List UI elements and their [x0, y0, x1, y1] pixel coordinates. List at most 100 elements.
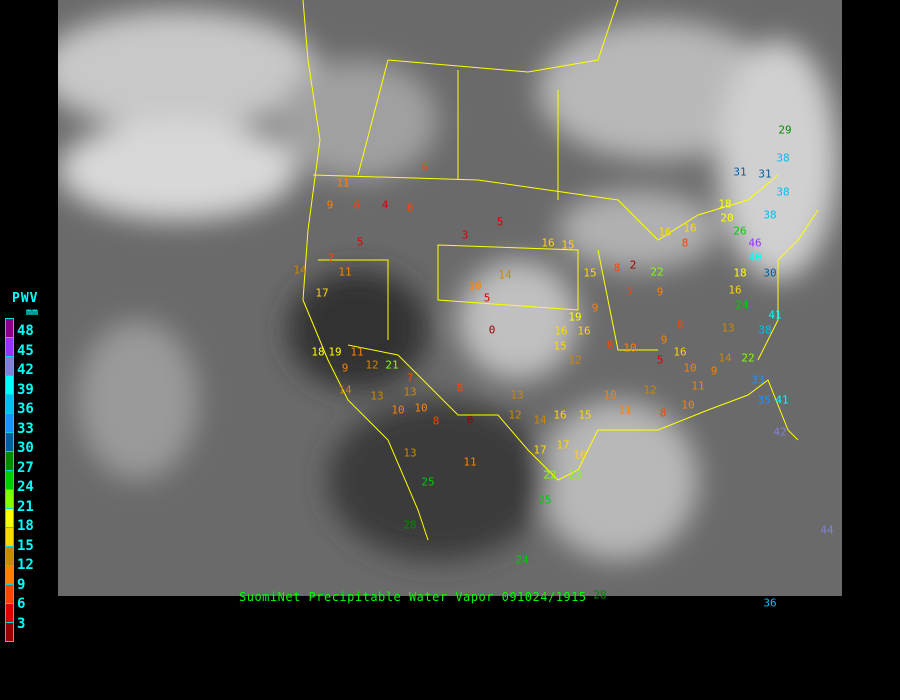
pwv-station-value: 26	[733, 224, 747, 238]
pwv-station-value: 46	[748, 236, 762, 250]
pwv-station-value: 38	[776, 185, 790, 199]
pwv-station-value: 31	[758, 167, 772, 181]
pwv-station-value: 8	[606, 338, 614, 352]
pwv-station-value: 30	[763, 266, 777, 280]
legend-unit: mm	[26, 307, 39, 318]
legend-swatch	[5, 394, 14, 414]
pwv-station-value: 0	[488, 323, 496, 337]
pwv-station-value: 17	[556, 438, 570, 452]
legend-swatch	[5, 584, 14, 604]
pwv-station-value: 9	[591, 301, 599, 315]
legend-swatch	[5, 622, 14, 642]
legend-label: 15	[17, 537, 34, 554]
pwv-station-value: 14	[293, 263, 307, 277]
pwv-station-value: 9	[341, 361, 349, 375]
pwv-station-value: 12	[508, 408, 522, 422]
pwv-station-value: 13	[370, 389, 384, 403]
pwv-station-value: 5	[656, 353, 664, 367]
pwv-station-value: 7	[327, 251, 335, 265]
pwv-station-value: 13	[403, 385, 417, 399]
pwv-station-value: 9	[656, 285, 664, 299]
pwv-station-value: 10	[468, 279, 482, 293]
legend-swatch	[5, 565, 14, 585]
legend-color-bar	[5, 318, 14, 642]
pwv-station-value: 5	[356, 235, 364, 249]
pwv-station-value: 38	[758, 323, 772, 337]
legend-label: 45	[17, 342, 34, 359]
pwv-station-value: 18	[733, 266, 747, 280]
pwv-station-value: 10	[683, 361, 697, 375]
pwv-station-value: 15	[583, 266, 597, 280]
pwv-station-value: 19	[568, 310, 582, 324]
pwv-station-value: 11	[338, 265, 352, 279]
pwv-station-value: 16	[728, 283, 742, 297]
legend-swatch	[5, 356, 14, 376]
pwv-station-value: 8	[456, 381, 464, 395]
pwv-station-value: 3	[461, 228, 469, 242]
legend-label: 39	[17, 381, 34, 398]
legend-swatch	[5, 489, 14, 509]
pwv-station-value: 11	[618, 403, 632, 417]
pwv-station-value: 16	[573, 448, 587, 462]
pwv-station-value: 22	[650, 265, 664, 279]
pwv-station-value: 9	[710, 364, 718, 378]
pwv-station-value: 5	[496, 215, 504, 229]
pwv-station-value: 25	[538, 493, 552, 507]
boundaries	[302, 0, 819, 541]
pwv-station-value: 4	[381, 198, 389, 212]
pwv-station-value: 10	[623, 341, 637, 355]
pwv-station-value: 11	[463, 455, 477, 469]
legend-label: 3	[17, 615, 26, 632]
pwv-station-value: 21	[385, 358, 399, 372]
pwv-station-value: 11	[691, 379, 705, 393]
pwv-station-value: 16	[554, 324, 568, 338]
legend-swatch	[5, 337, 14, 357]
pwv-station-value: 36	[763, 596, 777, 610]
pwv-station-value: 24	[515, 553, 529, 567]
pwv-station-value: 17	[315, 286, 329, 300]
pwv-station-value: 12	[643, 383, 657, 397]
legend-swatch	[5, 318, 14, 338]
map-caption: SuomiNet Precipitable Water Vapor 091024…	[239, 590, 587, 604]
legend-swatch	[5, 603, 14, 623]
pwv-station-value: 23	[568, 468, 582, 482]
pwv-station-value: 13	[403, 446, 417, 460]
pwv-station-value: 13	[510, 388, 524, 402]
pwv-station-value: 14	[718, 351, 732, 365]
pwv-station-value: 10	[681, 398, 695, 412]
pwv-station-value: 16	[683, 221, 697, 235]
pwv-station-value: 6	[353, 198, 361, 212]
legend-swatch	[5, 508, 14, 528]
pwv-station-value: 8	[681, 236, 689, 250]
pwv-station-value: 8	[406, 201, 414, 215]
legend-label: 30	[17, 440, 34, 456]
legend-swatch	[5, 375, 14, 395]
pwv-station-value: 6	[421, 160, 429, 174]
satellite-map[interactable]	[58, 0, 842, 596]
pwv-station-value: 38	[776, 151, 790, 165]
legend-title: PWV	[12, 291, 39, 306]
legend-swatch	[5, 546, 14, 566]
pwv-station-value: 11	[336, 176, 350, 190]
pwv-station-value: 9	[660, 333, 668, 347]
legend-label: 33	[17, 420, 34, 437]
pwv-station-value: 16	[541, 236, 555, 250]
legend-label: 36	[17, 401, 34, 417]
legend-swatch	[5, 413, 14, 433]
pwv-station-value: 15	[561, 238, 575, 252]
pwv-station-value: 10	[603, 388, 617, 402]
legend-label: 48	[17, 323, 34, 339]
pwv-station-value: 35	[757, 393, 771, 407]
pwv-station-value: 10	[391, 403, 405, 417]
pwv-station-value: 14	[498, 268, 512, 282]
pwv-station-value: 28	[403, 518, 417, 532]
pwv-station-value: 22	[543, 468, 557, 482]
legend-swatch	[5, 527, 14, 547]
pwv-station-value: 5	[483, 291, 491, 305]
legend-label: 12	[17, 557, 34, 573]
pwv-station-value: 2	[629, 258, 637, 272]
pwv-station-value: 25	[421, 475, 435, 489]
pwv-station-value: 8	[613, 261, 621, 275]
pwv-station-value: 15	[553, 339, 567, 353]
